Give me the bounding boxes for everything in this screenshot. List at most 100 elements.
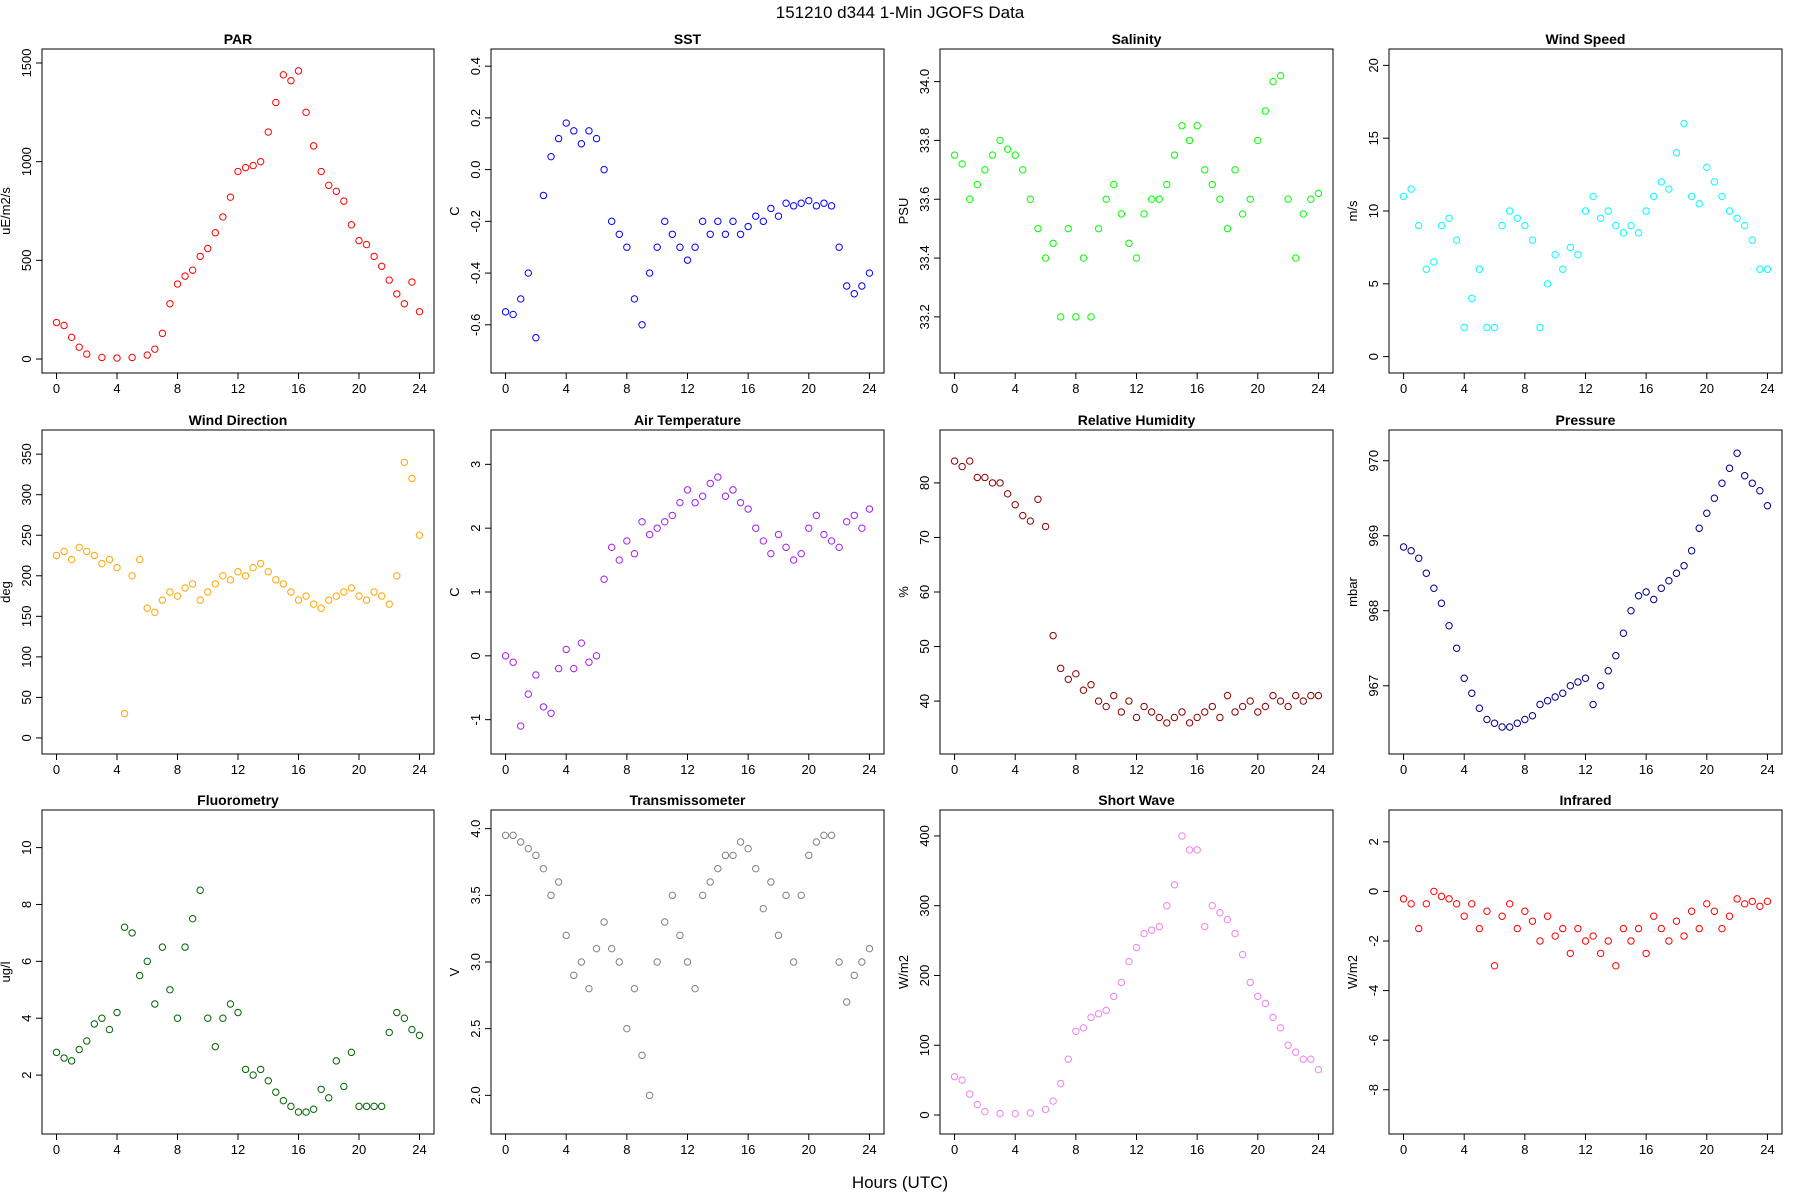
data-point (1079, 686, 1088, 694)
data-point (736, 838, 745, 846)
panel-title: Pressure (1556, 412, 1616, 428)
data-point (1072, 670, 1080, 678)
data-point (355, 592, 363, 600)
x-tick-label: 16 (1190, 1142, 1204, 1157)
x-tick-label: 20 (352, 762, 366, 777)
data-series-wind-speed (1399, 119, 1772, 332)
data-point (661, 217, 669, 226)
data-point (981, 166, 989, 174)
data-point (90, 1020, 99, 1028)
data-point (1314, 1065, 1323, 1074)
data-point (630, 295, 639, 303)
data-point (668, 511, 677, 520)
data-point (1665, 577, 1673, 585)
y-tick-label: 0.4 (468, 57, 483, 75)
data-point (1208, 702, 1217, 711)
data-point (173, 1014, 182, 1022)
data-point (958, 1076, 966, 1084)
data-point (249, 1071, 257, 1079)
data-point (996, 136, 1004, 145)
data-point (219, 213, 227, 221)
data-point (188, 266, 197, 274)
data-point (661, 518, 669, 526)
data-point (592, 944, 601, 953)
x-tick-label: 20 (1700, 381, 1714, 396)
data-point (1254, 708, 1262, 716)
data-point (1437, 599, 1446, 607)
x-tick-label: 4 (563, 762, 570, 777)
data-point (1498, 221, 1506, 230)
y-tick-label: 350 (19, 443, 34, 465)
data-point (377, 262, 386, 270)
y-axis-label: mbar (1345, 577, 1360, 607)
data-point (850, 511, 858, 520)
data-point (1399, 543, 1408, 551)
data-series-salinity (950, 72, 1323, 321)
y-tick-label: 2.0 (468, 1086, 483, 1104)
y-tick-label: 0 (1366, 888, 1381, 895)
data-point (1596, 682, 1605, 690)
data-point (1498, 912, 1506, 920)
data-point (1612, 962, 1620, 970)
y-tick-label: 150 (19, 605, 34, 627)
data-point (668, 891, 677, 900)
data-point (1223, 691, 1232, 700)
data-point (721, 230, 730, 238)
data-point (973, 473, 981, 482)
x-tick-label: 4 (1012, 1142, 1019, 1157)
data-point (1238, 950, 1247, 959)
data-point (850, 290, 858, 298)
data-point (1064, 675, 1072, 683)
x-tick-label: 8 (623, 762, 630, 777)
data-point (524, 844, 532, 853)
data-point (1619, 629, 1628, 637)
data-point (317, 167, 325, 176)
data-point (1513, 719, 1521, 727)
data-point (226, 1000, 235, 1008)
y-tick-label: 3 (468, 461, 483, 468)
data-point (1026, 195, 1035, 203)
data-point (226, 193, 235, 201)
x-tick-label: 8 (174, 762, 181, 777)
data-point (562, 645, 570, 654)
data-point (1589, 192, 1597, 201)
plot-frame (939, 48, 1334, 374)
data-point (570, 127, 578, 135)
data-point (377, 1102, 386, 1111)
data-point (835, 958, 843, 966)
x-tick-label: 12 (1578, 1142, 1592, 1157)
x-tick-label: 0 (53, 1142, 60, 1157)
data-point (744, 222, 752, 231)
data-point (1612, 221, 1620, 230)
data-point (1155, 195, 1163, 203)
data-point (1528, 917, 1537, 925)
y-tick-label: 33.2 (917, 304, 932, 329)
data-point (1475, 265, 1484, 273)
data-point (812, 202, 821, 210)
data-point (858, 524, 866, 532)
data-point (1574, 678, 1582, 686)
y-tick-label: 1 (468, 588, 483, 595)
data-point (1110, 691, 1118, 700)
data-point (1687, 547, 1696, 555)
data-point (774, 530, 783, 539)
data-point (151, 1000, 159, 1008)
y-tick-label: -6 (1366, 1034, 1381, 1046)
data-point (1695, 200, 1703, 208)
x-tick-label: 8 (623, 1142, 630, 1157)
data-point (241, 1065, 250, 1074)
plot-frame (41, 809, 435, 1135)
data-point (1049, 1097, 1057, 1105)
data-point (714, 473, 722, 481)
data-point (1415, 221, 1423, 230)
data-point (698, 217, 707, 226)
data-point (615, 958, 623, 966)
data-point (196, 252, 204, 261)
x-tick-label: 4 (1461, 381, 1468, 396)
data-point (120, 709, 129, 718)
data-point (272, 1088, 280, 1096)
data-point (256, 157, 265, 166)
data-point (1672, 917, 1681, 925)
x-tick-label: 24 (862, 762, 876, 777)
data-point (113, 1008, 121, 1017)
